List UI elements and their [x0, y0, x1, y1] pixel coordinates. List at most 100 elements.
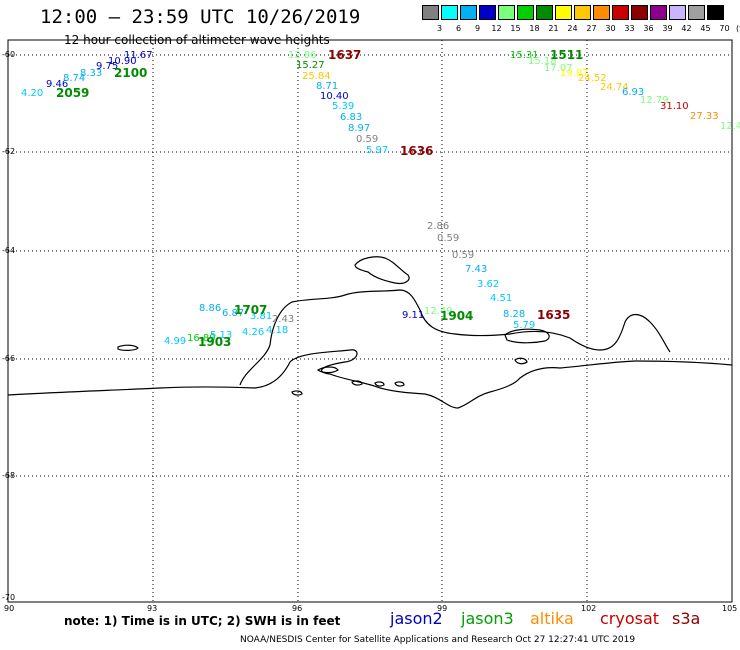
wave-height-reading: 11.67	[124, 50, 153, 61]
pass-time-label: 1636	[400, 144, 434, 158]
colorbar-label: 33	[624, 24, 635, 33]
pass-time-label: 2100	[114, 66, 148, 80]
wave-height-reading: 4.20	[21, 88, 44, 99]
colorbar-swatch	[555, 5, 572, 20]
wave-height-reading: 4.51	[490, 293, 513, 304]
graticule	[8, 40, 732, 602]
longitude-label: 93	[147, 604, 158, 613]
wave-height-reading: 2.86	[427, 221, 450, 232]
wave-height-reading: 0.59	[437, 233, 460, 244]
wave-height-reading: 5.13	[210, 330, 233, 341]
latitude-label: -60	[2, 50, 16, 59]
colorbar-label: 12	[491, 24, 502, 33]
wave-height-reading: 27.33	[690, 111, 719, 122]
wave-height-reading: 12.86	[288, 50, 317, 61]
wave-height-reading: 6.83	[340, 112, 363, 123]
colorbar-label: 39	[662, 24, 673, 33]
colorbar-swatch	[441, 5, 458, 20]
colorbar-swatch	[498, 5, 515, 20]
legend-jason3: jason3	[461, 609, 514, 628]
colorbar-label: 6	[455, 24, 462, 33]
colorbar-swatch	[612, 5, 629, 20]
latitude-label: -70	[2, 593, 16, 602]
colorbar-label: 9	[474, 24, 481, 33]
map-title: 12:00 — 23:59 UTC 10/26/2019	[40, 6, 361, 28]
wave-height-reading: 9.11	[402, 310, 425, 321]
colorbar-label: 36	[643, 24, 654, 33]
wave-height-reading: 15.31	[510, 50, 539, 61]
wave-height-reading: 19.87	[560, 68, 589, 79]
wave-height-reading: 8.97	[348, 123, 371, 134]
wave-height-reading: 7.43	[465, 264, 488, 275]
colorbar-label: 3	[436, 24, 443, 33]
pass-time-label: 2059	[56, 86, 90, 100]
legend-jason2: jason2	[390, 609, 443, 628]
colorbar-label: 42	[681, 24, 692, 33]
colorbar-label: 24	[567, 24, 578, 33]
colorbar-swatch	[574, 5, 591, 20]
pass-time-label: 1903	[198, 335, 232, 349]
latitude-label: -62	[2, 147, 16, 156]
colorbar-label: 15	[510, 24, 521, 33]
wave-height-reading: 3.81	[250, 311, 273, 322]
wave-height-reading: 16.89	[187, 333, 216, 344]
latitude-label: -68	[2, 471, 16, 480]
longitude-label: 99	[437, 604, 448, 613]
wave-height-reading: 5.39	[332, 101, 355, 112]
wave-height-reading: 15.18	[528, 56, 557, 67]
wave-height-reading: 12.79	[640, 95, 669, 106]
wave-height-reading: 8.74	[63, 73, 86, 84]
colorbar-label: 18	[529, 24, 540, 33]
latitude-label: -66	[2, 354, 16, 363]
wave-height-reading: 15.27	[296, 60, 325, 71]
pass-time-label: 1637	[328, 48, 362, 62]
wave-height-reading: 4.26	[242, 327, 265, 338]
colorbar-label: 30	[605, 24, 616, 33]
legend-s3a: s3a	[672, 609, 701, 628]
coastline	[7, 256, 733, 409]
wave-height-reading: 4.99	[164, 336, 187, 347]
pass-time-label: 1707	[234, 303, 268, 317]
colorbar-swatch	[688, 5, 705, 20]
colorbar-swatch	[669, 5, 686, 20]
wave-height-reading: 0.59	[356, 134, 379, 145]
wave-height-reading: 5.97	[366, 145, 389, 156]
legend-cryosat: cryosat	[600, 609, 660, 628]
colorbar-unit: (ft)	[736, 24, 740, 33]
wave-height-reading: 12.49	[424, 306, 453, 317]
colorbar-swatch	[650, 5, 667, 20]
colorbar-swatch	[631, 5, 648, 20]
wave-height-reading: 10.90	[108, 56, 137, 67]
wave-height-reading: 24.74	[600, 82, 629, 93]
wave-height-reading: 24.52	[578, 73, 607, 84]
colorbar-label: 70	[719, 24, 730, 33]
wave-height-reading: 6.87	[222, 308, 245, 319]
wave-height-reading: 31.10	[660, 101, 689, 112]
wave-height-reading: 6.93	[622, 87, 645, 98]
longitude-label: 96	[292, 604, 303, 613]
credit-line: NOAA/NESDIS Center for Satellite Applica…	[240, 635, 636, 645]
wave-height-reading: 9.46	[46, 79, 69, 90]
wave-height-reading: 8.86	[199, 303, 222, 314]
colorbar-label: 27	[586, 24, 597, 33]
wave-height-reading: 8.33	[80, 68, 103, 79]
wave-height-reading: 4.18	[266, 325, 289, 336]
plot-border	[7, 39, 733, 603]
colorbar-swatch	[479, 5, 496, 20]
colorbar-label: 45	[700, 24, 711, 33]
wave-height-reading: 0.59	[452, 250, 475, 261]
longitude-label: 105	[722, 604, 738, 613]
pass-time-label: 1904	[440, 309, 474, 323]
wave-height-reading: 3.62	[477, 279, 500, 290]
wave-height-reading: 10.40	[320, 91, 349, 102]
colorbar-label: 21	[548, 24, 559, 33]
colorbar-swatch	[593, 5, 610, 20]
longitude-label: 102	[581, 604, 597, 613]
colorbar-swatch	[422, 5, 439, 20]
wave-height-reading: 9.75	[96, 61, 119, 72]
wave-height-reading: 8.71	[316, 81, 339, 92]
longitude-label: 90	[4, 604, 15, 613]
colorbar-swatch	[460, 5, 477, 20]
wave-height-reading: 8.28	[503, 309, 526, 320]
